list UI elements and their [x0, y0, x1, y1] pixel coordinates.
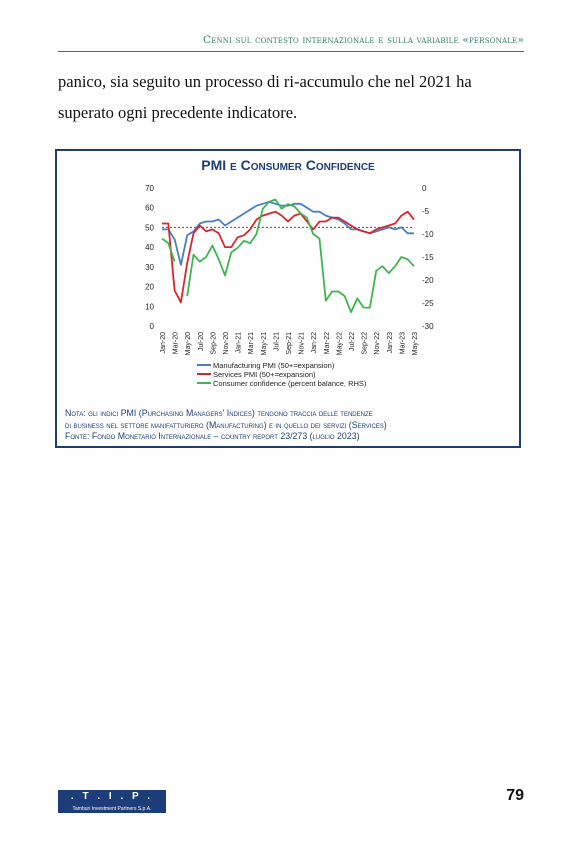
x-tick-label: May-23: [412, 332, 419, 355]
x-tick-label: May-22: [336, 332, 343, 355]
x-tick-label: Jan-20: [160, 332, 167, 354]
y-right-tick-label: -15: [422, 253, 434, 262]
y-right-tick-label: -30: [422, 322, 434, 331]
y-left-tick-label: 20: [145, 283, 154, 292]
header-rule: [58, 51, 524, 52]
x-tick-label: Jan-21: [236, 332, 243, 354]
figure-note-line: Nota: gli indici PMI (Purchasing Manager…: [65, 408, 373, 418]
series-line-3: [186, 198, 415, 314]
series-line-1: [162, 200, 414, 266]
x-tick-label: Jan-22: [311, 332, 318, 354]
x-tick-label: Jul-21: [273, 332, 280, 351]
pmi-chart: 0 10 20 30 40 50 60 70 0 -5 -10 -15 -20 -25 -30 Jan-20 M…: [145, 184, 434, 388]
x-tick-label: Mar-21: [248, 332, 255, 354]
x-tick-label: Nov-22: [374, 332, 381, 355]
series-line-2: [162, 210, 415, 304]
legend-label: Manufacturing PMI (50+=expansion): [213, 361, 335, 370]
x-tick-label: Mar-23: [399, 332, 406, 354]
x-tick-label: Jul-22: [349, 332, 356, 351]
y-right-tick-label: -20: [422, 276, 434, 285]
page-number: 79: [506, 787, 524, 804]
running-header: Cenni sul contesto internazionale e sull…: [202, 34, 524, 46]
figure-note: Nota: gli indici PMI (Purchasing Manager…: [65, 408, 515, 443]
x-tick-label: Mar-22: [324, 332, 331, 354]
x-tick-label: Jan-23: [387, 332, 394, 354]
y-right-tick-label: -25: [422, 299, 434, 308]
chart-title: PMI e Consumer Confidence: [201, 157, 375, 173]
x-tick-label: Sep-20: [210, 332, 217, 355]
legend-label: Services PMI (50+=expansion): [213, 370, 316, 379]
x-tick-label: May-20: [185, 332, 192, 355]
figure-note-line: di business nel settore manifatturiero (…: [65, 419, 387, 430]
series-line-3: [161, 237, 176, 262]
x-tick-label: Jul-20: [198, 332, 205, 351]
legend-label: Consumer confidence (percent balance, RH…: [213, 379, 367, 388]
y-left-tick-label: 40: [145, 243, 154, 252]
logo-mark: . T . I . P .: [70, 791, 154, 802]
x-tick-label: Sep-22: [362, 332, 369, 355]
figure-note-line: Fonte: Fondo Monetario Internazionale – …: [65, 431, 360, 441]
x-tick-label: Sep-21: [286, 332, 293, 355]
x-tick-label: May-21: [261, 332, 268, 355]
logo-subtitle: Tamburi Investment Partners S.p.A.: [58, 806, 166, 813]
y-left-tick-label: 60: [145, 204, 154, 213]
y-right-tick-label: -10: [422, 230, 434, 239]
x-tick-label: Mar-20: [173, 332, 180, 354]
y-right-tick-label: -5: [422, 207, 430, 216]
y-left-tick-label: 30: [145, 263, 154, 272]
y-left-tick-label: 50: [145, 223, 154, 232]
figure-box: PMI e Consumer Confidence 0 10 20 30 40 50 60 7…: [55, 149, 521, 448]
y-left-tick-label: 10: [145, 302, 154, 311]
body-paragraph: panico, sia seguito un processo di ri-ac…: [58, 72, 472, 122]
y-left-tick-label: 0: [150, 322, 155, 331]
y-right-tick-label: 0: [422, 184, 427, 193]
x-tick-label: Nov-21: [299, 332, 306, 355]
x-tick-label: Nov-20: [223, 332, 230, 355]
y-left-tick-label: 70: [145, 184, 154, 193]
